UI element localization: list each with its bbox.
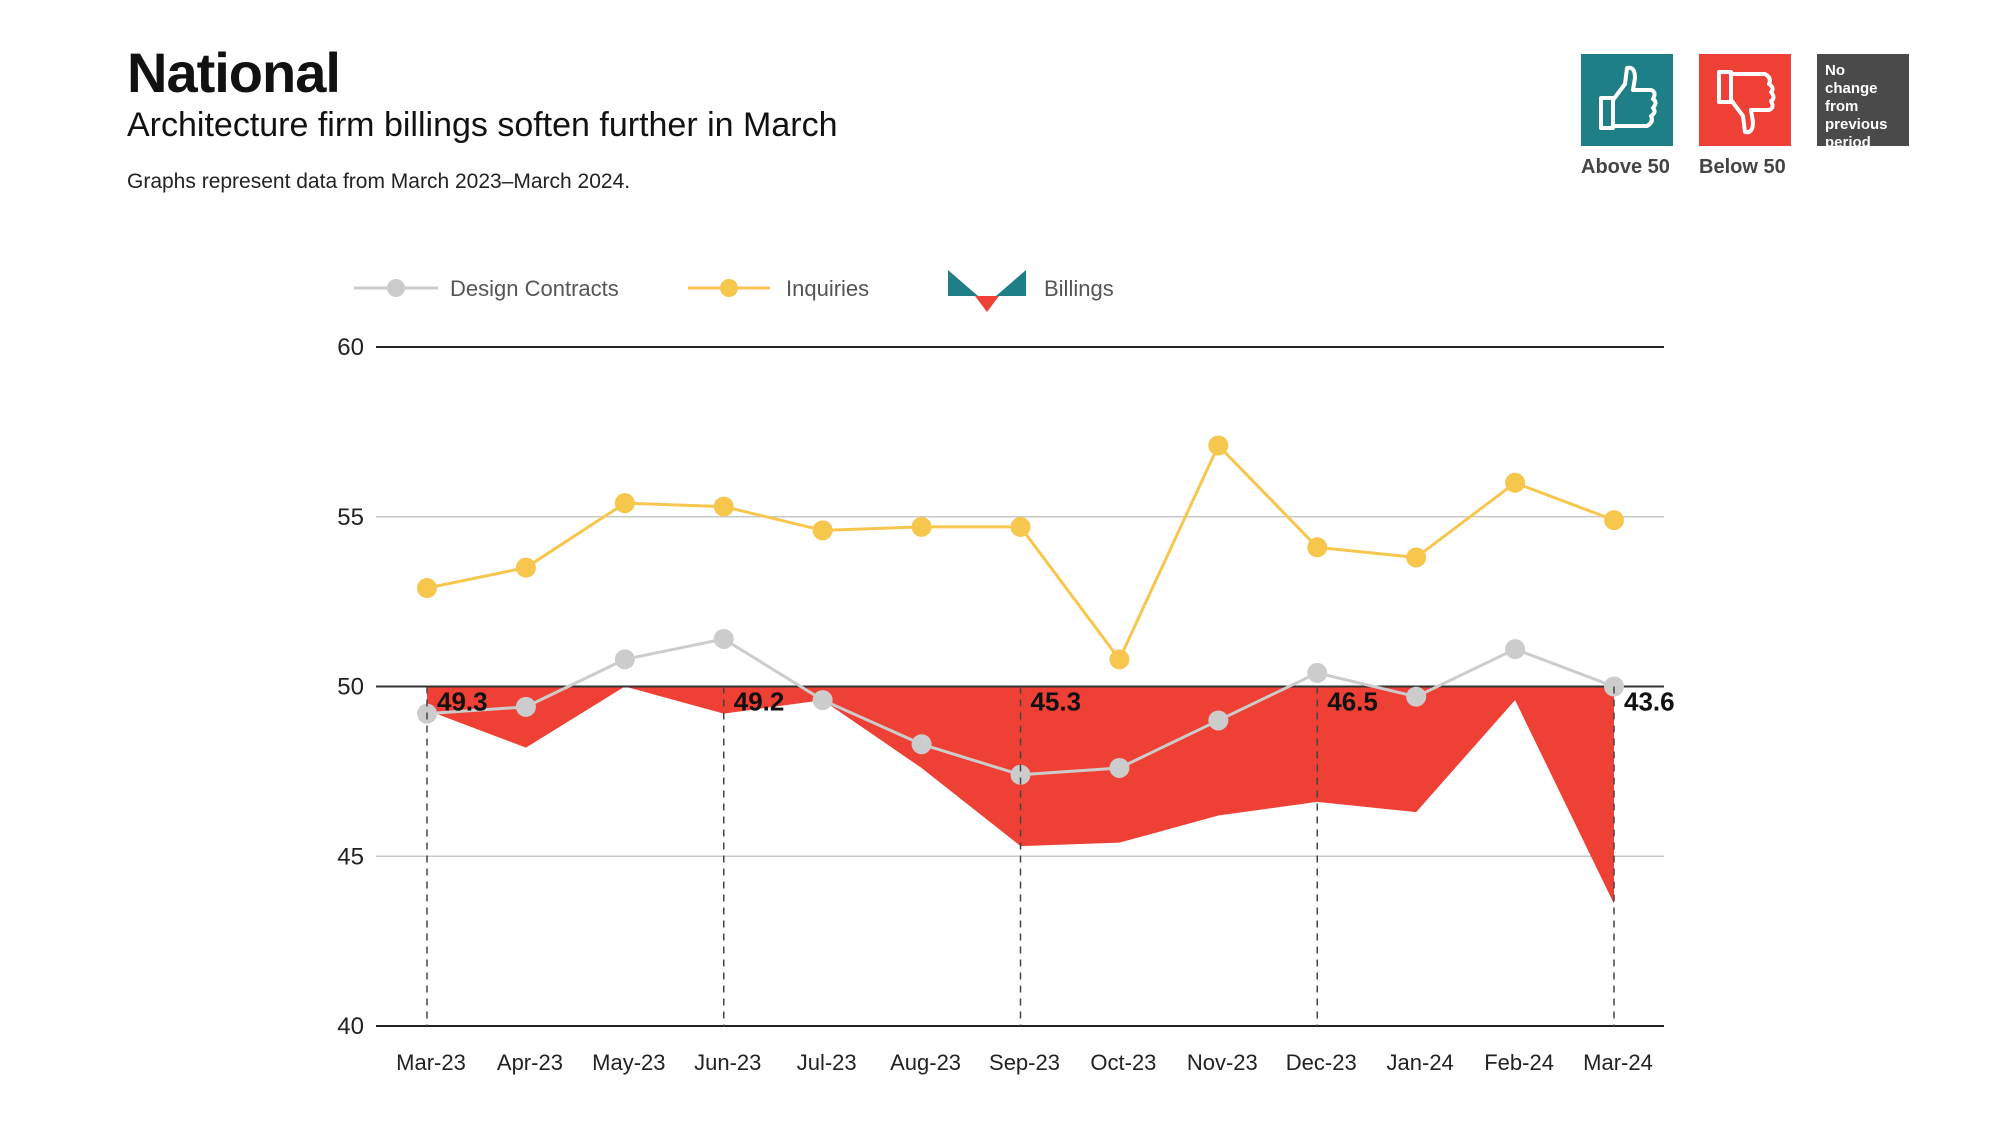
x-tick-label: Mar-23 xyxy=(396,1050,466,1075)
inquiries-point xyxy=(1109,649,1130,670)
y-tick-label: 45 xyxy=(337,843,364,870)
x-tick-label: Nov-23 xyxy=(1187,1050,1258,1075)
design-contracts-point xyxy=(515,696,536,717)
x-tick-label: Aug-23 xyxy=(890,1050,961,1075)
design-contracts-point xyxy=(1109,757,1130,778)
design-contracts-point xyxy=(1208,710,1229,731)
inquiries-point xyxy=(812,520,833,541)
no-change-key: No change from previous period xyxy=(1817,54,1909,151)
y-tick-label: 40 xyxy=(337,1013,364,1040)
above-50-label: Above 50 xyxy=(1581,156,1670,178)
below-50-label: Below 50 xyxy=(1699,156,1786,178)
page-subtitle: Architecture firm billings soften furthe… xyxy=(127,106,838,144)
inquiries-point xyxy=(911,516,932,537)
y-tick-label: 60 xyxy=(337,334,364,361)
inquiries-point xyxy=(1208,435,1229,456)
design-contracts-point xyxy=(911,734,932,755)
billings-data-label: 43.6 xyxy=(1624,687,1675,717)
x-tick-label: May-23 xyxy=(592,1050,665,1075)
legend-inquiries: Inquiries xyxy=(688,276,869,301)
inquiries-point xyxy=(1505,472,1526,493)
design-contracts-point xyxy=(614,649,635,670)
billings-data-label: 49.3 xyxy=(437,687,488,717)
design-contracts-point xyxy=(812,690,833,711)
inquiries-point xyxy=(1307,537,1328,558)
thumbs-down-icon xyxy=(1699,54,1791,146)
inquiries-point xyxy=(1604,510,1624,531)
legend-billings: Billings xyxy=(948,270,1114,312)
x-tick-label: Oct-23 xyxy=(1090,1050,1156,1075)
legend-label: Design Contracts xyxy=(450,276,619,301)
inquiries-point xyxy=(1010,516,1031,537)
inquiries-point xyxy=(1406,547,1427,568)
inquiries-point xyxy=(417,578,437,599)
x-tick-label: Dec-23 xyxy=(1286,1050,1357,1075)
design-contracts-point xyxy=(713,628,734,649)
inquiries-point xyxy=(614,493,635,514)
design-contracts-point xyxy=(1505,639,1526,660)
billings-data-label: 45.3 xyxy=(1031,687,1082,717)
x-tick-label: Feb-24 xyxy=(1484,1050,1554,1075)
inquiries-line xyxy=(426,442,1615,663)
y-tick-label: 55 xyxy=(337,504,364,531)
y-tick-label: 50 xyxy=(337,674,364,701)
design-contracts-point xyxy=(1307,662,1328,683)
design-contracts-point xyxy=(1010,764,1031,785)
design-contracts-point xyxy=(1406,686,1427,707)
page-title: National xyxy=(127,41,341,104)
inquiries-point xyxy=(713,496,734,517)
x-tick-label: Sep-23 xyxy=(989,1050,1060,1075)
x-tick-label: Jun-23 xyxy=(694,1050,761,1075)
x-tick-label: Jan-24 xyxy=(1387,1050,1454,1075)
x-tick-label: Mar-24 xyxy=(1583,1050,1653,1075)
billings-data-label: 49.2 xyxy=(734,687,785,717)
legend: Design Contracts Inquiries Billings xyxy=(354,270,1114,312)
thumbs-up-icon xyxy=(1581,54,1673,146)
x-tick-label: Jul-23 xyxy=(797,1050,857,1075)
billings-data-label: 46.5 xyxy=(1327,687,1378,717)
data-range-note: Graphs represent data from March 2023–Ma… xyxy=(127,170,631,193)
legend-label: Billings xyxy=(1044,276,1114,301)
legend-label: Inquiries xyxy=(786,276,869,301)
x-tick-label: Apr-23 xyxy=(497,1050,563,1075)
legend-design-contracts: Design Contracts xyxy=(354,276,619,301)
inquiries-point xyxy=(515,557,536,578)
